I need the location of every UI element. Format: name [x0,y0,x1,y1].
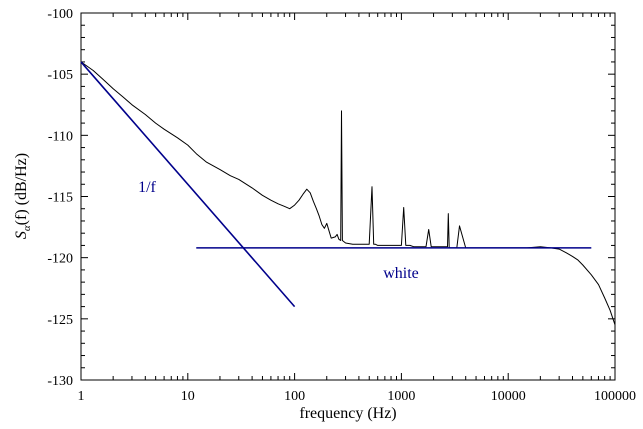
fit-lines [80,61,592,308]
x-tick-label: 1000 [387,389,415,404]
x-tick-label: 100 [284,389,305,404]
y-tick-label: -125 [47,313,73,328]
fit-labels: 1/f white [138,179,419,282]
x-axis-title: frequency (Hz) [299,405,396,422]
y-tick-label: -130 [47,374,73,389]
axis-ticks [80,12,616,381]
y-axis-title-units: (f) (dB/Hz) [13,153,30,225]
spectrum-series-line [80,61,616,326]
one-over-f-label: 1/f [138,179,156,196]
y-axis-title-subscript: α [21,225,33,231]
x-tick-label: 1 [78,389,85,404]
white-noise-label: white [383,265,419,282]
plot-frame [80,12,616,381]
y-tick-label: -100 [47,7,73,22]
axis-tick-labels: 1 10 100 1000 10000 100000 -130 -125 -120 -115 -11… [47,7,636,404]
y-axis-title-symbol: S [13,231,30,239]
series-layer [80,61,616,326]
y-tick-label: -120 [47,252,73,267]
x-tick-label: 100000 [594,389,636,404]
y-tick-label: -110 [48,129,73,144]
y-tick-label: -105 [47,68,73,83]
x-tick-label: 10 [181,389,195,404]
y-tick-label: -115 [48,191,73,206]
y-axis-title: Sα(f) (dB/Hz) [13,153,33,239]
x-tick-label: 10000 [491,389,526,404]
one-over-f-fit-line [80,61,296,308]
